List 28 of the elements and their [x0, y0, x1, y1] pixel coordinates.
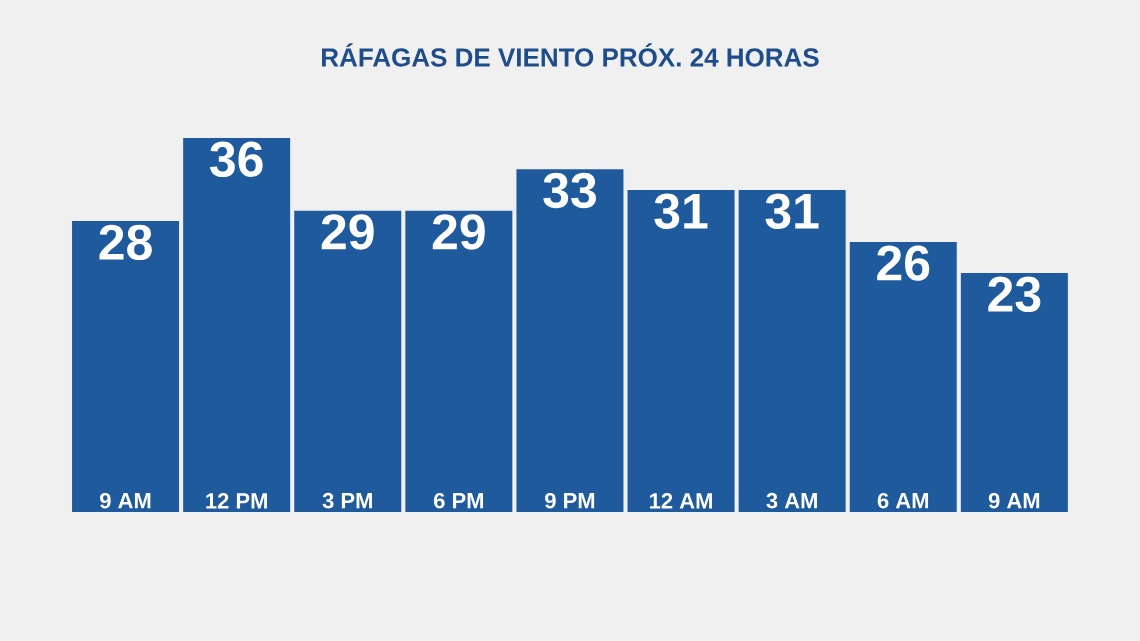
data-label: 26 [877, 245, 930, 281]
bar [72, 221, 180, 512]
x-tick-label: 6 AM [877, 492, 929, 509]
bar [516, 169, 624, 512]
bar [183, 138, 291, 512]
data-label: 29 [321, 214, 374, 250]
x-tick-label: 12 AM [650, 493, 712, 509]
data-label: 33 [543, 172, 596, 209]
bar [960, 273, 1068, 512]
bar [738, 189, 846, 512]
data-label: 31 [765, 193, 819, 229]
data-label: 23 [988, 276, 1041, 313]
x-tick-label: 9 AM [100, 492, 151, 509]
data-label: 29 [432, 214, 485, 250]
x-tick-label: 3 PM [322, 492, 372, 509]
chart-title: RÁFAGAS DE VIENTO PRÓX. 24 HORAS [322, 43, 819, 67]
x-tick-label: 9 AM [988, 492, 1040, 509]
data-label: 31 [654, 193, 708, 229]
data-label: 36 [209, 141, 263, 178]
bar [405, 210, 513, 512]
bar [849, 241, 957, 512]
data-label: 28 [99, 224, 152, 261]
x-tick-label: 9 PM [545, 492, 595, 509]
x-tick-label: 3 AM [766, 492, 817, 509]
bar [627, 189, 735, 512]
x-tick-label: 6 PM [433, 492, 484, 509]
x-tick-label: 12 PM [206, 493, 267, 509]
bar [294, 210, 402, 512]
